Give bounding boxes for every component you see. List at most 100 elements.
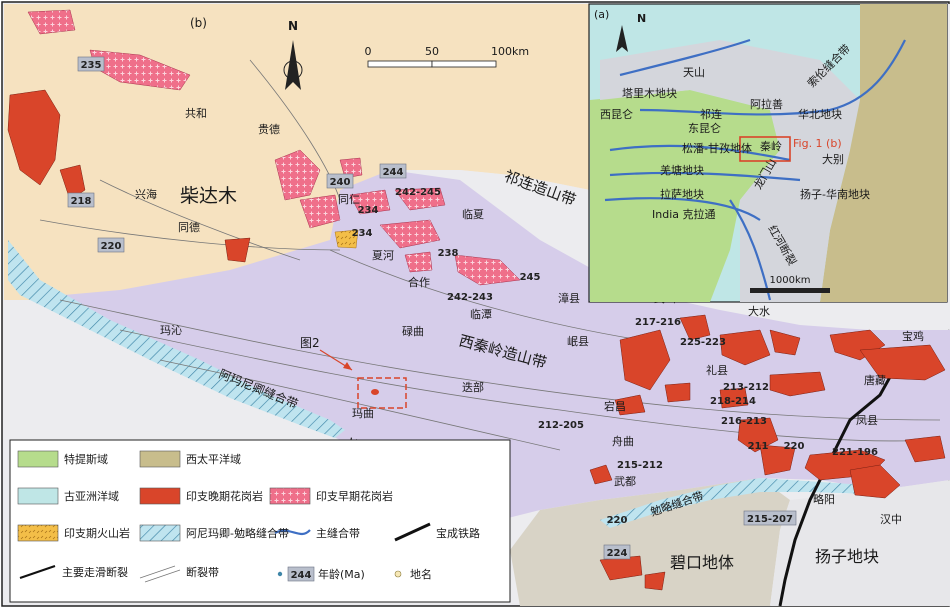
volcanic-patch (334, 229, 359, 249)
legend-fault-zone: 断裂带 (186, 565, 219, 579)
age-label: 215-207 (747, 514, 793, 525)
age-label: 220 (607, 515, 628, 526)
age-label: 240 (330, 177, 351, 188)
fig2-arrowhead (343, 362, 352, 370)
legend-volcanic: 印支期火山岩 (64, 526, 130, 540)
inset-qilian: 祁连 (700, 107, 722, 121)
late-granites (7, 89, 946, 591)
legend-railway: 宝成铁路 (436, 526, 480, 540)
place-gonghe: 共和 (185, 107, 207, 120)
swatch-age-dot (277, 571, 283, 577)
swatch-fault-zone (139, 565, 181, 583)
age-label: 242-245 (395, 187, 441, 198)
age-label: 221-196 (832, 447, 878, 458)
inset-dabie: 大别 (822, 152, 844, 166)
swatch-railway (394, 522, 431, 542)
place-zhouqu: 舟曲 (612, 434, 634, 448)
age-label: 235 (81, 60, 102, 71)
swatch-late-granite (139, 487, 181, 505)
fig2-box (357, 377, 407, 409)
legend-early-granite: 印支早期花岗岩 (316, 489, 393, 503)
age-label: 220 (101, 241, 122, 252)
place-maqu: 玛曲 (352, 407, 374, 420)
place-minxian: 岷县 (567, 335, 589, 348)
swatch-volcanic (17, 524, 59, 542)
place-lixian: 礼县 (706, 363, 728, 377)
place-zhangxian: 漳县 (558, 291, 580, 305)
inset-tarim: 塔里木地块 (622, 87, 677, 100)
age-label: 238 (438, 248, 459, 259)
west-qinling-region (30, 170, 950, 520)
inset-qiangtang: 羌塘地块 (660, 163, 704, 177)
swatch-age-box (287, 566, 315, 582)
age-label: 212-205 (538, 420, 584, 431)
inset-north-china: 华北地块 (798, 107, 842, 121)
legend (9, 439, 511, 603)
swatch-tethys (17, 450, 59, 468)
inset-scale-label: 1000km (770, 275, 811, 286)
age-label: 215-212 (617, 460, 663, 471)
place-fengxian: 凤县 (856, 414, 878, 427)
place-diebu: 迭部 (462, 380, 484, 394)
fault-lines (39, 59, 941, 451)
scale-zero: 0 (365, 45, 372, 58)
swatch-place-dot (394, 570, 402, 578)
place-tongren: 同仁 (338, 193, 360, 206)
age-labels: 235 218 220 240 244 242-245 234 234 238 … (67, 56, 878, 560)
age-label: 218-214 (710, 396, 756, 407)
label-yangtze: 扬子地块 (815, 547, 879, 566)
panel-a-label: (a) (594, 8, 609, 21)
inset-north-label: N (637, 12, 646, 25)
age-label: 244 (383, 167, 404, 178)
place-lueyang: 略阳 (813, 492, 835, 506)
mianlue-suture-belt (600, 478, 880, 528)
legend-tethys: 特提斯域 (64, 452, 108, 466)
legend-late-granite: 印支晚期花岗岩 (186, 489, 263, 503)
inset-map (588, 3, 948, 303)
legend-main-suture: 主缝合带 (316, 526, 360, 540)
place-baoji: 宝鸡 (902, 329, 924, 343)
place-xinghai: 兴海 (135, 187, 157, 201)
inset-yangtze-sc: 扬子-华南地块 (800, 187, 870, 201)
label-bikou: 碧口地体 (670, 553, 734, 572)
swatch-pacific (139, 450, 181, 468)
place-hezuo: 合作 (408, 275, 430, 289)
label-fig2: 图2 (300, 336, 320, 350)
place-tangchang: 宕昌 (604, 399, 626, 413)
legend-paleo-asian: 古亚洲洋域 (64, 489, 119, 503)
place-guide: 贵德 (258, 122, 280, 136)
scale-bar (367, 60, 497, 68)
legend-age-label: 年龄(Ma) (318, 567, 365, 581)
inset-qinling: 秦岭 (760, 139, 782, 153)
early-granites (27, 9, 521, 286)
inset-dashan: 天山 (683, 66, 705, 79)
inset-west-kunlun: 西昆仑 (600, 107, 633, 121)
legend-place-label: 地名 (410, 567, 432, 581)
yangtze-block (770, 480, 950, 606)
place-linxia: 临夏 (462, 207, 484, 221)
place-names: 共和 贵德 兴海 同德 同仁 临夏 夏河 合作 临潭 碌曲 玛沁 玛曲 迭部 漳… (135, 107, 924, 526)
legend-strike-slip: 主要走滑断裂 (62, 565, 128, 579)
bikou-block (510, 478, 790, 606)
place-maqin: 玛沁 (160, 324, 182, 337)
north-label: N (288, 19, 298, 33)
scale-end: 100km (491, 45, 529, 58)
swatch-early-granite (269, 487, 311, 505)
swatch-paleo-asian (17, 487, 59, 505)
label-qaidam: 柴达木 (180, 185, 237, 207)
legend-anyimaqen: 阿尼玛卿-勉略缝合带 (186, 526, 289, 540)
place-wudu: 武都 (614, 475, 636, 488)
age-label: 218 (71, 196, 92, 207)
inset-india: India 克拉通 (652, 207, 716, 221)
age-label: 220 (784, 441, 805, 452)
age-label: 234 (358, 205, 379, 216)
swatch-strike-slip (19, 564, 56, 580)
place-hanzhong: 汉中 (880, 513, 902, 526)
place-xiahe: 夏河 (372, 249, 394, 262)
legend-pacific: 西太平洋域 (186, 452, 241, 466)
place-tanghe: 唐藏 (864, 373, 886, 387)
age-label: 245 (520, 272, 541, 283)
place-luqu: 碌曲 (402, 325, 424, 338)
